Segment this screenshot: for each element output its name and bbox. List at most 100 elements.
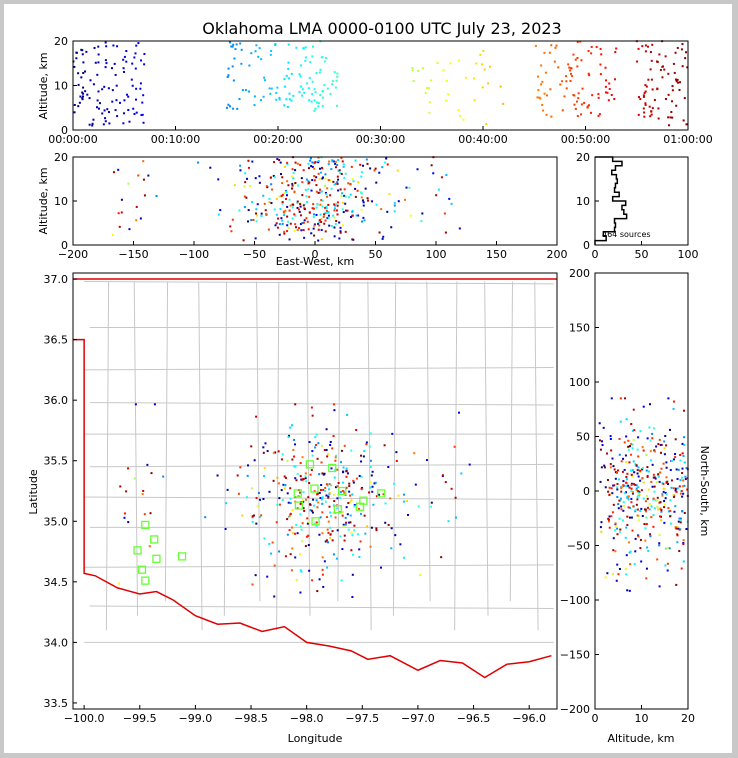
- ns-altitude-point: [608, 520, 611, 523]
- plan-view-point: [349, 494, 352, 497]
- plan-view-point: [311, 454, 314, 457]
- ns-altitude-point: [683, 461, 686, 464]
- ns-altitude-point: [657, 508, 660, 511]
- plan-view-point: [276, 503, 279, 506]
- ns-altitude-point: [639, 479, 642, 482]
- plan-view-point: [317, 442, 320, 445]
- ns-altitude-point: [616, 527, 619, 530]
- plan-view-point: [365, 441, 368, 444]
- ew-altitude-point: [291, 182, 294, 185]
- plan-view-point: [262, 446, 265, 449]
- time-altitude-point: [608, 87, 611, 90]
- ns-altitude-point: [655, 445, 658, 448]
- ew-altitude-point: [374, 167, 377, 170]
- ew-altitude-point: [362, 216, 365, 219]
- ns-altitude-point: [606, 572, 609, 575]
- ns-altitude-point: [664, 491, 667, 494]
- ns-altitude-point: [635, 503, 638, 506]
- plan-view-point: [224, 527, 227, 530]
- time-altitude-point: [649, 115, 652, 118]
- time-altitude-point: [604, 66, 607, 69]
- plan-view-point: [371, 490, 374, 493]
- time-altitude-point: [134, 67, 137, 70]
- county-boundary: [276, 281, 280, 631]
- time-altitude-point: [671, 116, 674, 119]
- time-altitude-point: [299, 85, 302, 88]
- ns-altitude-point: [684, 478, 687, 481]
- ew-altitude-point: [310, 232, 313, 235]
- ew-altitude-point: [262, 194, 265, 197]
- plan-view-point: [353, 505, 356, 508]
- time-altitude-point: [653, 98, 656, 101]
- ew-altitude-point: [307, 188, 310, 191]
- ns-altitude-point: [621, 470, 624, 473]
- plan-view-point: [334, 486, 337, 489]
- plan-view-point: [204, 516, 207, 519]
- ns-altitude-point: [683, 512, 686, 515]
- time-altitude-point: [309, 61, 312, 64]
- ns-altitude-point: [651, 437, 654, 440]
- plan-view-point: [384, 502, 387, 505]
- ns-altitude-point: [633, 563, 636, 566]
- plan-view-point: [375, 529, 378, 532]
- ns-altitude-point: [626, 472, 629, 475]
- ew-altitude-point: [275, 222, 278, 225]
- ew-altitude-point: [266, 186, 269, 189]
- time-altitude-point: [128, 120, 131, 123]
- plan-view-point: [343, 444, 346, 447]
- ew-altitude-point: [296, 162, 299, 165]
- ns-altitude-point: [623, 492, 626, 495]
- plan-view-point: [241, 514, 244, 517]
- plan-view-point: [286, 459, 289, 462]
- plan-view-point: [341, 510, 344, 513]
- ew-altitude-point: [312, 227, 315, 230]
- time-altitude-point: [682, 119, 685, 122]
- ew-altitude-point: [289, 204, 292, 207]
- time-altitude-point: [75, 57, 78, 60]
- plan-view-point: [258, 516, 261, 519]
- ns-altitude-point: [631, 475, 634, 478]
- time-altitude-point: [649, 68, 652, 71]
- ns-altitude-point: [672, 487, 675, 490]
- ew-altitude-point: [393, 210, 396, 213]
- ns-altitude-point: [646, 466, 649, 469]
- plan-view-point: [310, 406, 313, 409]
- ns-altitude-point: [635, 464, 638, 467]
- plan-view-point: [266, 450, 269, 453]
- time-altitude-point: [230, 45, 233, 48]
- ew-altitude-point: [319, 188, 322, 191]
- time-altitude-point: [545, 113, 548, 116]
- time-altitude-point: [311, 55, 314, 58]
- time-altitude-point: [259, 99, 262, 102]
- plan-view-point: [368, 491, 371, 494]
- ns-altitude-point: [681, 495, 684, 498]
- ns-altitude-point: [653, 450, 656, 453]
- ns-altitude-point: [637, 519, 640, 522]
- ew-altitude-point: [302, 169, 305, 172]
- ns-altitude-point: [677, 520, 680, 523]
- time-altitude-point: [685, 51, 688, 54]
- ew-altitude-point: [432, 172, 435, 175]
- ew-altitude-point: [302, 229, 305, 232]
- plan-view-point: [328, 483, 331, 486]
- ew-altitude-point: [285, 194, 288, 197]
- time-altitude-point: [287, 67, 290, 70]
- plan-view-point: [289, 553, 292, 556]
- ns-altitude-point: [679, 521, 682, 524]
- ns-altitude-point: [631, 469, 634, 472]
- time-altitude-point: [84, 90, 87, 93]
- time-altitude-point: [667, 93, 670, 96]
- time-altitude-point: [107, 87, 110, 90]
- ns-altitude-point: [599, 526, 602, 529]
- plan-view-point: [273, 564, 276, 567]
- ew-altitude-point: [147, 174, 150, 177]
- time-altitude-point: [278, 96, 281, 99]
- time-altitude-point: [323, 60, 326, 63]
- time-altitude-point: [457, 59, 460, 62]
- ns-altitude-point: [600, 521, 603, 524]
- time-altitude-point: [77, 83, 80, 86]
- time-altitude-point: [103, 85, 106, 88]
- plan-view-point: [341, 548, 344, 551]
- plan-view-point: [370, 474, 373, 477]
- ns-altitude-point: [598, 422, 601, 425]
